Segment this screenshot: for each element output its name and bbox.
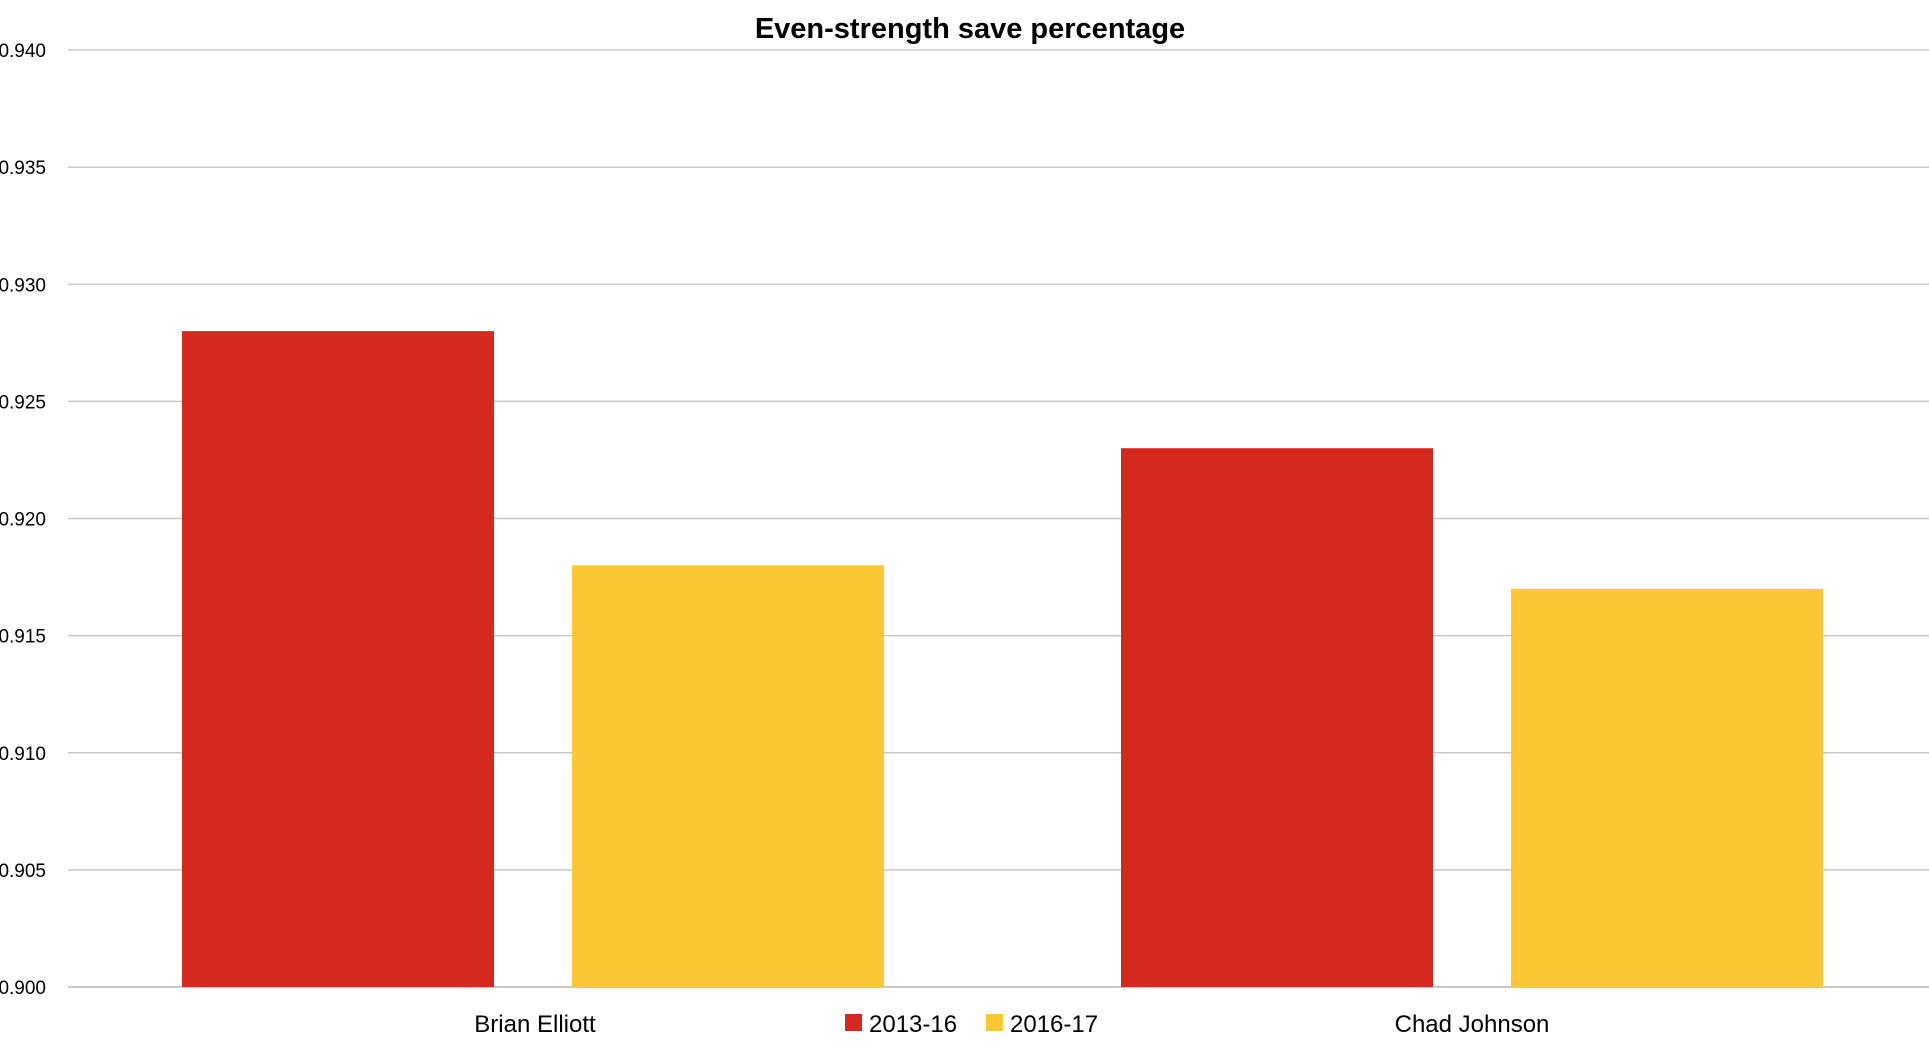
- bar-brian-elliott-2016-17: [572, 565, 884, 987]
- x-category-label: Brian Elliott: [474, 1011, 596, 1038]
- y-tick-label: 0.900: [0, 978, 46, 999]
- y-tick-label: 0.925: [0, 392, 46, 413]
- chart-title: Even-strength save percentage: [755, 13, 1185, 45]
- bars: [182, 331, 1823, 988]
- x-axis-category-labels: Brian Elliott Chad Johnson: [474, 1011, 1549, 1038]
- y-tick-label: 0.940: [0, 41, 46, 62]
- y-tick-label: 0.930: [0, 275, 46, 296]
- y-tick-label: 0.905: [0, 861, 46, 882]
- legend-swatch: [986, 1014, 1003, 1031]
- y-tick-label: 0.935: [0, 158, 46, 179]
- legend-label: 2016-17: [1010, 1011, 1098, 1038]
- y-tick-label: 0.910: [0, 744, 46, 765]
- x-category-label: Chad Johnson: [1395, 1011, 1550, 1038]
- y-tick-label: 0.920: [0, 510, 46, 531]
- y-tick-label: 0.915: [0, 627, 46, 648]
- legend-swatch: [845, 1014, 862, 1031]
- legend-label: 2013-16: [869, 1011, 957, 1038]
- legend: 2013-16 2016-17: [845, 1011, 1098, 1038]
- bar-brian-elliott-2013-16: [182, 331, 494, 988]
- y-axis-tick-labels: 0.900 0.905 0.910 0.915 0.920 0.925 0.930 0.935…: [0, 41, 46, 999]
- bar-chad-johnson-2013-16: [1121, 448, 1433, 988]
- bar-chad-johnson-2016-17: [1511, 588, 1823, 987]
